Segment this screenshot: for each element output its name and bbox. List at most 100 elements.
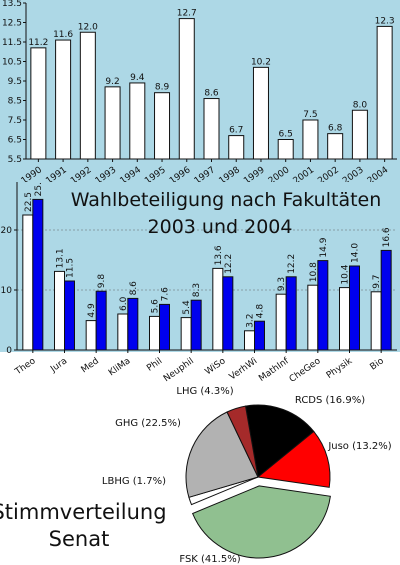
pie-slice-label: FSK (41.5%)	[179, 554, 240, 565]
faculty-label: Neuphil	[162, 356, 196, 384]
faculty-label: Bio	[369, 356, 387, 373]
bar-value-label: 11.2	[28, 38, 48, 48]
bar-value-label: 8.3	[192, 283, 202, 297]
pie-slice	[256, 430, 331, 488]
bar-2003	[54, 270, 65, 351]
bar-2003	[370, 291, 382, 351]
bar-value-label: 3.2	[246, 313, 256, 327]
faculty-label: VerhWi	[228, 356, 260, 382]
bar-value-label: 5.4	[182, 300, 192, 315]
y-tick-label: 20	[1, 226, 13, 236]
bar-value-label: 9.8	[97, 274, 107, 289]
bar-2004	[190, 299, 202, 351]
bar-2003	[339, 287, 350, 351]
bar-2003	[180, 317, 192, 351]
year-bar	[327, 133, 344, 160]
bar-2003	[244, 330, 255, 351]
bar-value-label: 5.6	[151, 299, 161, 314]
pie-slice	[226, 405, 259, 478]
year-bar	[376, 25, 393, 160]
faculty-turnout-chart: 0 10 20 22.525.1 13.1 11.5 4.9 9.8 6.08.6 5.67.6…	[0, 182, 400, 385]
bar-2004	[380, 249, 392, 351]
bar-value-label: 4.9	[87, 303, 97, 318]
faculty-label: Phil	[145, 356, 164, 373]
pie-slice	[185, 411, 259, 498]
y-tick-label: 13.5	[2, 0, 22, 9]
y-tick-label: 11.5	[2, 38, 22, 48]
faculty-label: Med	[80, 356, 101, 375]
bar-value-label: 11.5	[66, 258, 76, 278]
pie-slice	[191, 485, 331, 559]
bar-value-label: 13.6	[214, 245, 224, 265]
senate-vote-pie: RCDS (16.9%) Juso (13.2%) FSK (41.5%) LBHG …	[0, 386, 392, 565]
bar-2004	[317, 260, 329, 351]
bar-2004	[64, 280, 75, 351]
pie-slice-label: LBHG (1.7%)	[102, 476, 166, 487]
pie-slice-label: RCDS (16.9%)	[295, 395, 365, 406]
pie-subtitle: Senat	[49, 527, 110, 551]
bar-value-label: 7.5	[303, 110, 317, 120]
year-bar	[30, 47, 47, 160]
bar-value-label: 10.8	[309, 262, 319, 282]
faculty-label: KliMa	[107, 356, 133, 378]
y-tick-label: 8.5	[8, 97, 22, 107]
year-bar	[79, 31, 96, 160]
bar-2004	[95, 290, 107, 351]
bar-2004	[222, 276, 234, 351]
bar-value-label: 25.1	[34, 182, 44, 196]
pie-slice-label: LHG (4.3%)	[176, 386, 233, 397]
year-bar	[203, 98, 220, 160]
bar-value-label: 9.3	[277, 277, 287, 291]
bar-value-label: 6.7	[229, 126, 243, 136]
faculty-label: WiSo	[203, 356, 228, 377]
bar-value-label: 16.6	[382, 227, 392, 247]
year-bar	[55, 39, 72, 160]
y-tick-label: 0	[6, 346, 12, 356]
bar-2003	[117, 313, 129, 351]
year-bar	[154, 92, 171, 160]
bar-value-label: 12.7	[177, 9, 197, 19]
bar-2003	[22, 214, 34, 351]
y-tick-label: 10.5	[2, 58, 22, 68]
bar-value-label: 11.6	[53, 30, 73, 40]
y-tick-label: 10	[1, 286, 13, 296]
pie-slice-label: GHG (22.5%)	[115, 418, 181, 429]
faculty-label: Jura	[48, 356, 69, 375]
year-bar	[129, 82, 146, 160]
bar-value-label: 9.2	[105, 77, 119, 87]
bar-value-label: 6.5	[279, 130, 293, 140]
bar-value-label: 7.6	[161, 287, 171, 302]
faculty-label: CheGeo	[288, 356, 323, 385]
chart2-title: Wahlbeteiligung nach Fakultäten	[71, 189, 382, 211]
bar-value-label: 9.7	[372, 274, 382, 288]
bar-2003	[275, 293, 287, 351]
bar-value-label: 14.0	[351, 243, 361, 263]
bar-value-label: 22.5	[24, 192, 34, 212]
bar-value-label: 12.2	[287, 254, 297, 274]
faculty-label: Theo	[13, 356, 38, 378]
year-bar	[277, 139, 294, 160]
year-bar	[351, 109, 368, 160]
bar-value-label: 12.0	[78, 22, 98, 32]
pie-slice-label: Juso (13.2%)	[327, 441, 391, 452]
bar-2004	[127, 297, 139, 351]
bar-value-label: 14.9	[319, 237, 329, 257]
year-bar	[228, 135, 245, 160]
bar-2003	[212, 267, 224, 351]
bar-2003	[149, 315, 160, 351]
y-tick-label: 9.5	[8, 77, 22, 87]
yearly-turnout-chart: 5.5 6.5 7.5 8.5 9.5 10.5 11.5 12.5 13.5 11.2 11.6…	[0, 0, 400, 182]
bar-2004	[349, 265, 360, 351]
bar-2004	[254, 320, 265, 351]
y-tick-label: 5.5	[8, 155, 22, 165]
bar-value-label: 8.9	[155, 83, 170, 93]
faculty-label: MathInf	[257, 356, 291, 384]
bar-2004	[32, 198, 44, 351]
bar-value-label: 12.2	[224, 254, 234, 274]
bar-value-label: 6.8	[328, 124, 343, 134]
bar-2004	[285, 276, 297, 351]
bar-2003	[85, 320, 97, 351]
bar-value-label: 8.6	[129, 281, 139, 296]
chart2-subtitle: 2003 und 2004	[148, 216, 293, 238]
bar-value-label: 12.3	[375, 16, 395, 26]
